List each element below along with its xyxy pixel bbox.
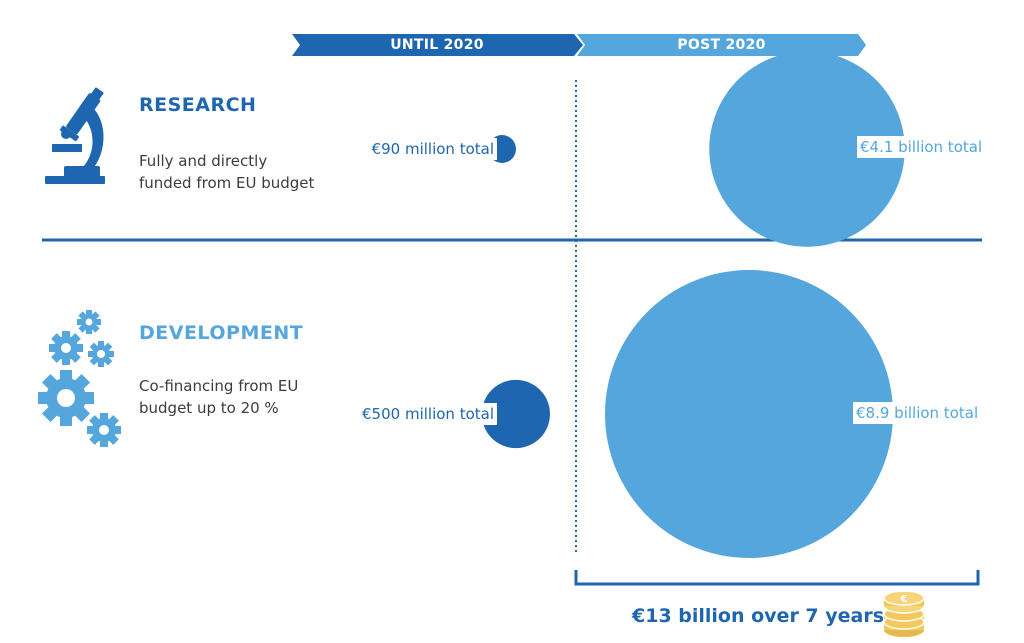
development-post-2020-bubble	[605, 270, 893, 558]
development-until-2020-bubble	[481, 379, 550, 449]
svg-text:€: €	[900, 594, 908, 605]
development-heading: DEVELOPMENT	[139, 322, 304, 344]
until-2020-label: UNTIL 2020	[390, 37, 484, 53]
development-post-2020-value-label: €8.9 billion total	[853, 402, 982, 424]
post-2020-banner	[577, 34, 866, 56]
development-until-2020-value-label: €500 million total	[359, 403, 497, 425]
until-2020-banner	[292, 34, 583, 56]
bubble-layer	[481, 51, 905, 558]
development-description-line: budget up to 20 %	[139, 399, 279, 417]
research-heading: RESEARCH	[139, 94, 257, 116]
post-2020-label: POST 2020	[677, 37, 766, 53]
research-description: Fully and directly funded from EU budget	[139, 150, 314, 194]
research-post-2020-bubble	[709, 51, 905, 247]
development-description: Co-financing from EU budget up to 20 %	[139, 375, 298, 419]
research-description-line: Fully and directly	[139, 152, 268, 170]
research-post-2020-value-label: €4.1 billion total	[857, 136, 986, 158]
coin-stack-icon: €	[883, 590, 925, 637]
development-description-line: Co-financing from EU	[139, 377, 299, 395]
total-funding-summary: €13 billion over 7 years	[632, 605, 885, 627]
total-bracket	[574, 570, 980, 586]
research-description-line: funded from EU budget	[139, 174, 315, 192]
microscope-icon	[45, 87, 105, 184]
research-until-2020-value-label: €90 million total	[368, 138, 497, 160]
gears-icon	[38, 310, 121, 447]
